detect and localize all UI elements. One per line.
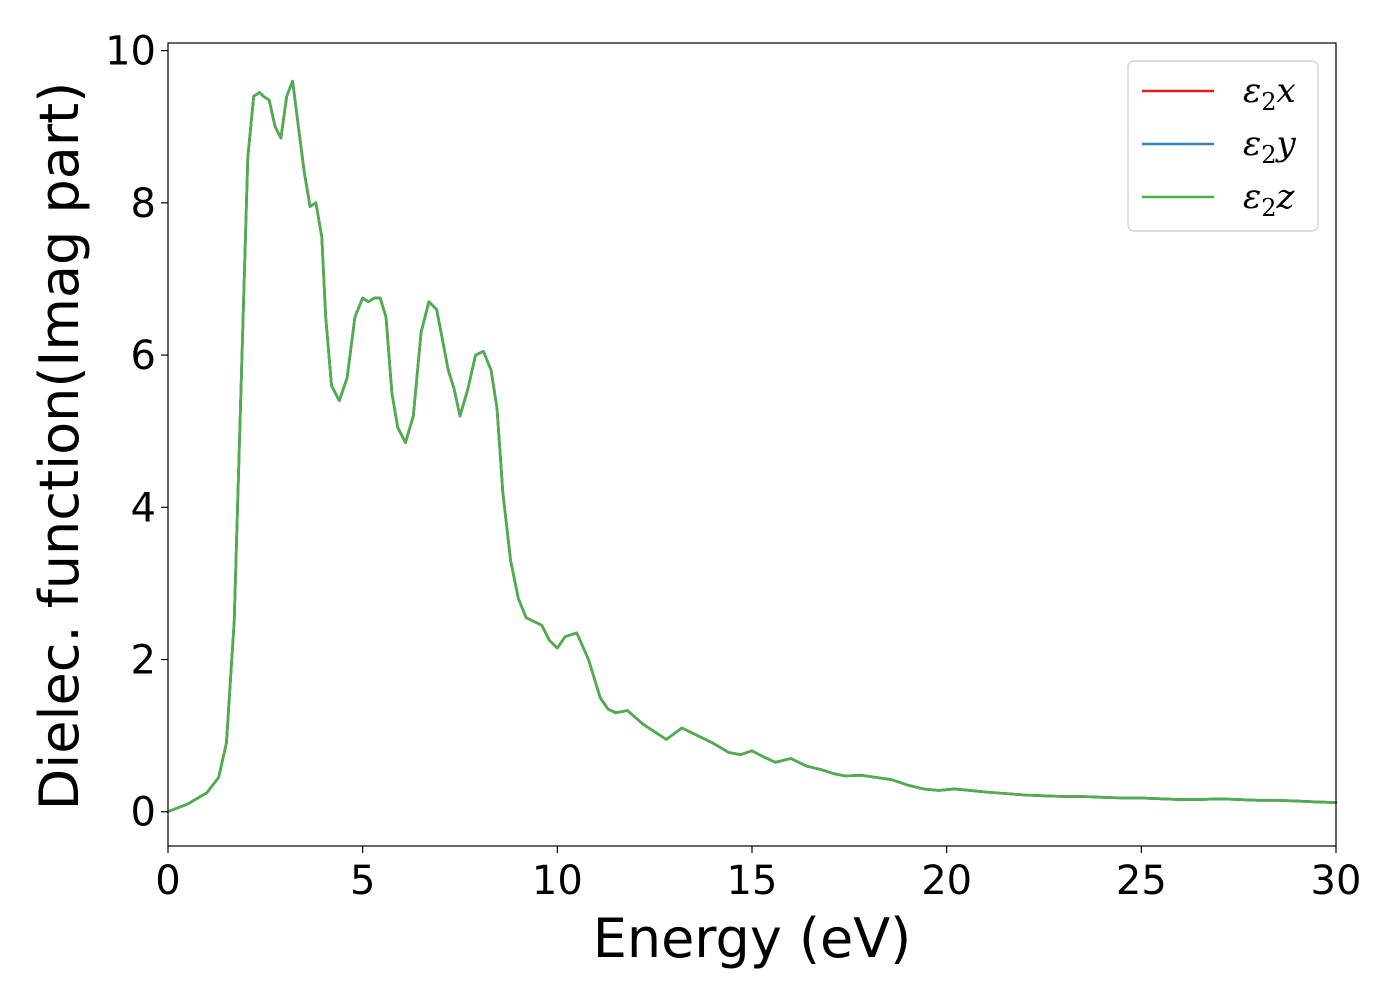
- x-tick-label: 20: [921, 858, 972, 904]
- y-tick-label: 8: [131, 181, 156, 227]
- y-tick-label: 6: [131, 333, 156, 379]
- legend-box: [1127, 60, 1319, 232]
- x-tick-label: 0: [155, 858, 180, 904]
- legend-label-z: ε2z: [1243, 177, 1296, 222]
- legend: ε2x ε2y ε2z: [1127, 60, 1319, 232]
- legend-label-y: ε2y: [1243, 124, 1297, 169]
- y-axis: 0 2 4 6 8 10: [105, 29, 168, 836]
- y-tick-label: 2: [131, 638, 156, 684]
- x-tick-label: 30: [1311, 858, 1362, 904]
- x-axis: 0 5 10 15 20 25 30: [155, 846, 1361, 904]
- series-lines: [166, 79, 1338, 814]
- legend-label-x: ε2x: [1243, 71, 1296, 116]
- y-tick-label: 4: [131, 485, 156, 531]
- x-axis-label: Energy (eV): [593, 907, 912, 970]
- x-tick-label: 25: [1116, 858, 1167, 904]
- y-tick-label: 0: [131, 790, 156, 836]
- x-tick-label: 15: [727, 858, 778, 904]
- series-line-2: [166, 79, 1338, 814]
- x-tick-label: 10: [532, 858, 583, 904]
- y-axis-label: Dielec. function(Imag part): [28, 82, 91, 811]
- y-tick-label: 10: [105, 29, 156, 75]
- x-tick-label: 5: [350, 858, 375, 904]
